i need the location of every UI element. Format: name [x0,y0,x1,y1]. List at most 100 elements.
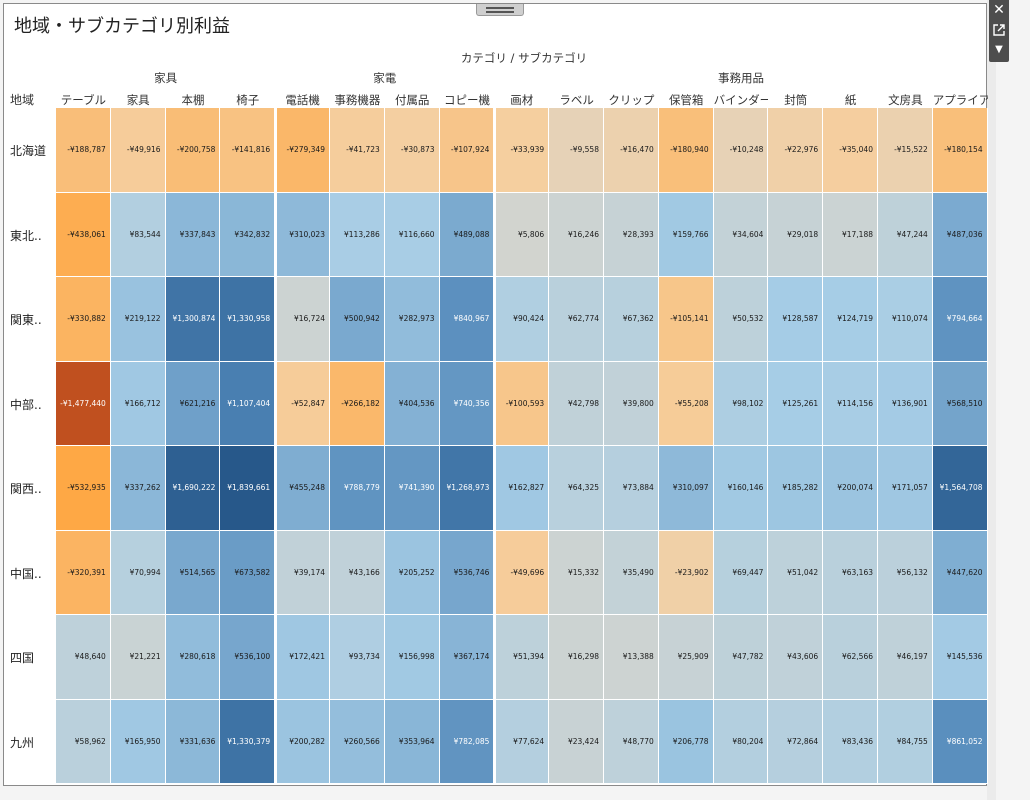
heatmap-cell[interactable]: ¥47,244 [878,192,933,277]
heatmap-cell[interactable]: ¥16,298 [549,615,604,700]
heatmap-cell[interactable]: ¥788,779 [330,446,385,531]
heatmap-cell[interactable]: ¥1,300,874 [165,277,221,362]
heatmap-cell[interactable]: -¥188,787 [56,108,111,193]
heatmap-cell[interactable]: ¥200,074 [823,446,878,531]
heatmap-cell[interactable]: -¥330,882 [56,277,111,362]
heatmap-cell[interactable]: ¥39,174 [275,530,330,615]
heatmap-cell[interactable]: -¥141,816 [220,108,276,193]
heatmap-cell[interactable]: ¥162,827 [494,446,550,531]
heatmap-cell[interactable]: ¥43,166 [330,530,385,615]
heatmap-cell[interactable]: -¥22,976 [768,108,824,193]
heatmap-cell[interactable]: ¥48,640 [56,615,111,700]
heatmap-cell[interactable]: ¥337,262 [110,446,166,531]
heatmap-cell[interactable]: ¥206,778 [658,699,714,784]
heatmap-cell[interactable]: ¥455,248 [275,446,330,531]
heatmap-cell[interactable]: ¥840,967 [439,277,495,362]
heatmap-cell[interactable]: -¥41,723 [330,108,385,193]
heatmap-cell[interactable]: -¥1,477,440 [56,361,111,446]
heatmap-cell[interactable]: ¥113,286 [330,192,385,277]
heatmap-cell[interactable]: ¥160,146 [713,446,769,531]
heatmap-cell[interactable]: ¥1,690,222 [165,446,221,531]
heatmap-cell[interactable]: ¥29,018 [768,192,824,277]
heatmap-cell[interactable]: ¥219,122 [110,277,166,362]
heatmap-cell[interactable]: ¥1,564,708 [932,446,988,531]
heatmap-cell[interactable]: ¥1,839,661 [220,446,276,531]
heatmap-cell[interactable]: ¥125,261 [768,361,824,446]
heatmap-cell[interactable]: ¥794,664 [932,277,988,362]
heatmap-cell[interactable]: ¥13,388 [604,615,659,700]
heatmap-cell[interactable]: ¥282,973 [384,277,440,362]
heatmap-cell[interactable]: ¥621,216 [165,361,221,446]
heatmap-cell[interactable]: ¥67,362 [604,277,659,362]
heatmap-cell[interactable]: ¥35,490 [604,530,659,615]
heatmap-cell[interactable]: ¥310,097 [658,446,714,531]
heatmap-cell[interactable]: ¥16,724 [275,277,330,362]
heatmap-cell[interactable]: -¥15,522 [878,108,933,193]
heatmap-cell[interactable]: -¥200,758 [165,108,221,193]
heatmap-cell[interactable]: ¥28,393 [604,192,659,277]
heatmap-cell[interactable]: -¥180,154 [932,108,988,193]
heatmap-cell[interactable]: ¥48,770 [604,699,659,784]
heatmap-cell[interactable]: ¥47,782 [713,615,769,700]
heatmap-cell[interactable]: ¥84,755 [878,699,933,784]
heatmap-cell[interactable]: ¥740,356 [439,361,495,446]
heatmap-cell[interactable]: -¥23,902 [658,530,714,615]
heatmap-cell[interactable]: -¥532,935 [56,446,111,531]
heatmap-cell[interactable]: ¥56,132 [878,530,933,615]
heatmap-cell[interactable]: -¥49,696 [494,530,550,615]
heatmap-cell[interactable]: -¥52,847 [275,361,330,446]
heatmap-cell[interactable]: ¥72,864 [768,699,824,784]
heatmap-cell[interactable]: ¥205,252 [384,530,440,615]
heatmap-cell[interactable]: ¥58,962 [56,699,111,784]
heatmap-cell[interactable]: ¥145,536 [932,615,988,700]
heatmap-cell[interactable]: ¥46,197 [878,615,933,700]
heatmap-cell[interactable]: -¥279,349 [275,108,330,193]
heatmap-cell[interactable]: ¥98,102 [713,361,769,446]
heatmap-cell[interactable]: ¥34,604 [713,192,769,277]
heatmap-cell[interactable]: ¥489,088 [439,192,495,277]
heatmap-cell[interactable]: ¥16,246 [549,192,604,277]
heatmap-cell[interactable]: ¥25,909 [658,615,714,700]
heatmap-cell[interactable]: -¥16,470 [604,108,659,193]
heatmap-cell[interactable]: -¥9,558 [549,108,604,193]
heatmap-cell[interactable]: -¥55,208 [658,361,714,446]
heatmap-cell[interactable]: ¥782,085 [439,699,495,784]
heatmap-cell[interactable]: ¥337,843 [165,192,221,277]
heatmap-cell[interactable]: -¥33,939 [494,108,550,193]
heatmap-cell[interactable]: ¥42,798 [549,361,604,446]
heatmap-cell[interactable]: ¥77,624 [494,699,550,784]
heatmap-cell[interactable]: ¥17,188 [823,192,878,277]
heatmap-cell[interactable]: -¥49,916 [110,108,166,193]
heatmap-cell[interactable]: ¥404,536 [384,361,440,446]
heatmap-cell[interactable]: ¥514,565 [165,530,221,615]
heatmap-cell[interactable]: ¥447,620 [932,530,988,615]
heatmap-cell[interactable]: ¥5,806 [494,192,550,277]
heatmap-cell[interactable]: -¥320,391 [56,530,111,615]
heatmap-cell[interactable]: ¥70,994 [110,530,166,615]
heatmap-cell[interactable]: ¥51,394 [494,615,550,700]
menu-caret-icon[interactable]: ▼ [995,44,1003,55]
heatmap-cell[interactable]: ¥280,618 [165,615,221,700]
heatmap-cell[interactable]: ¥43,606 [768,615,824,700]
close-icon[interactable]: ✕ [993,2,1005,18]
heatmap-cell[interactable]: -¥100,593 [494,361,550,446]
heatmap-cell[interactable]: -¥438,061 [56,192,111,277]
heatmap-cell[interactable]: ¥73,884 [604,446,659,531]
heatmap-cell[interactable]: ¥62,774 [549,277,604,362]
heatmap-cell[interactable]: -¥10,248 [713,108,769,193]
heatmap-cell[interactable]: ¥80,204 [713,699,769,784]
heatmap-cell[interactable]: ¥260,566 [330,699,385,784]
heatmap-cell[interactable]: ¥90,424 [494,277,550,362]
heatmap-cell[interactable]: ¥367,174 [439,615,495,700]
heatmap-cell[interactable]: ¥331,636 [165,699,221,784]
heatmap-cell[interactable]: ¥116,660 [384,192,440,277]
heatmap-cell[interactable]: -¥266,182 [330,361,385,446]
heatmap-cell[interactable]: -¥180,940 [658,108,714,193]
heatmap-cell[interactable]: ¥353,964 [384,699,440,784]
heatmap-cell[interactable]: ¥536,746 [439,530,495,615]
heatmap-cell[interactable]: -¥107,924 [439,108,495,193]
heatmap-cell[interactable]: ¥200,282 [275,699,330,784]
heatmap-cell[interactable]: ¥23,424 [549,699,604,784]
heatmap-cell[interactable]: ¥487,036 [932,192,988,277]
heatmap-cell[interactable]: ¥500,942 [330,277,385,362]
